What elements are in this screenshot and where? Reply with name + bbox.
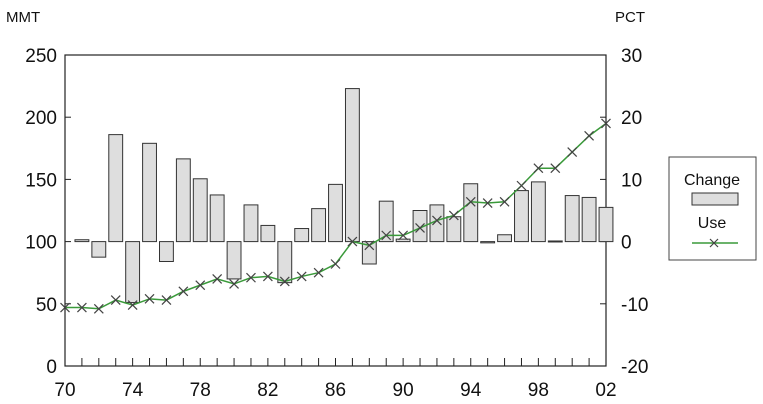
use-point xyxy=(448,210,459,221)
right-tick-label: 30 xyxy=(621,46,642,67)
legend-use-marker xyxy=(709,238,719,248)
change-bar xyxy=(530,181,546,243)
change-bar xyxy=(175,158,191,243)
use-point xyxy=(465,196,476,207)
legend-change-label: Change xyxy=(684,172,740,189)
use-point xyxy=(279,276,290,287)
left-tick-label: 150 xyxy=(25,170,57,191)
change-bar xyxy=(159,241,174,263)
use-point xyxy=(347,236,358,247)
use-point xyxy=(60,302,70,313)
use-point xyxy=(533,163,544,174)
right-axis: -20 -10 0 10 20 30 xyxy=(600,46,648,378)
change-bar xyxy=(142,142,157,243)
x-tick-label: 70 xyxy=(54,380,75,401)
right-tick-label: 10 xyxy=(621,170,642,191)
use-point xyxy=(76,302,87,313)
left-tick-label: 100 xyxy=(25,233,57,254)
left-axis-unit: MMT xyxy=(6,9,40,26)
change-bar xyxy=(564,195,580,243)
left-tick-label: 250 xyxy=(25,46,57,67)
use-point xyxy=(262,271,273,282)
use-point xyxy=(398,230,409,241)
right-tick-label: -20 xyxy=(621,357,648,378)
use-point xyxy=(127,300,138,310)
change-bar xyxy=(581,196,597,243)
change-bar xyxy=(547,240,563,243)
change-bar xyxy=(277,241,293,284)
x-axis: 70 74 78 82 86 90 94 98 02 xyxy=(54,358,617,401)
x-tick-label: 74 xyxy=(122,380,144,401)
left-tick-label: 0 xyxy=(46,357,57,378)
use-point xyxy=(516,180,527,191)
x-tick-label: 90 xyxy=(393,380,414,401)
x-tick-label: 94 xyxy=(460,380,482,401)
use-point xyxy=(246,272,256,283)
change-bar xyxy=(108,134,124,243)
change-bar xyxy=(311,208,327,243)
change-bar xyxy=(74,239,90,243)
use-point xyxy=(330,259,341,269)
change-bar xyxy=(328,183,343,243)
use-point xyxy=(229,278,239,289)
use-point xyxy=(482,198,493,208)
change-bar xyxy=(294,228,310,243)
use-point xyxy=(110,295,121,305)
change-bar xyxy=(598,206,614,243)
use-point xyxy=(364,240,375,251)
use-point xyxy=(296,271,307,282)
change-bar xyxy=(226,241,242,280)
change-bar xyxy=(344,88,360,243)
left-tick-label: 200 xyxy=(25,108,57,129)
change-bar xyxy=(463,183,479,243)
change-bar xyxy=(395,238,411,243)
use-point xyxy=(567,147,578,157)
change-bar xyxy=(243,204,259,243)
change-bar xyxy=(514,190,529,243)
change-bar xyxy=(412,210,428,243)
left-tick-label: 50 xyxy=(36,295,57,316)
use-point xyxy=(195,280,206,291)
x-tick-label: 02 xyxy=(595,380,616,401)
use-line xyxy=(60,118,611,314)
change-bar xyxy=(125,241,141,304)
right-axis-unit: PCT xyxy=(615,9,645,26)
change-bars xyxy=(74,88,614,304)
legend-change-swatch xyxy=(691,192,739,206)
use-point xyxy=(212,273,223,284)
left-axis: 0 50 100 150 200 250 xyxy=(25,46,71,378)
x-tick-label: 78 xyxy=(190,380,211,401)
change-bar xyxy=(497,234,512,243)
x-tick-label: 86 xyxy=(325,380,346,401)
use-point xyxy=(499,196,510,207)
legend: Change Use xyxy=(668,156,757,261)
x-tick-label: 98 xyxy=(528,380,549,401)
use-point xyxy=(432,215,442,226)
use-point xyxy=(178,286,189,297)
change-bar xyxy=(91,241,107,258)
change-bar xyxy=(361,241,377,265)
use-point xyxy=(93,303,104,314)
use-point xyxy=(550,163,561,174)
use-point xyxy=(415,222,425,233)
change-bar xyxy=(260,224,276,243)
x-tick-label: 82 xyxy=(257,380,278,401)
change-bar xyxy=(209,194,225,243)
use-point xyxy=(381,230,392,241)
use-point xyxy=(601,118,611,129)
right-tick-label: -10 xyxy=(621,295,648,316)
right-tick-label: 20 xyxy=(621,108,642,129)
use-point xyxy=(584,130,595,141)
change-bar xyxy=(480,241,496,244)
change-bar xyxy=(446,216,462,243)
use-point xyxy=(161,295,172,305)
change-bar xyxy=(192,178,208,243)
right-tick-label: 0 xyxy=(621,233,632,254)
legend-use-label: Use xyxy=(698,215,727,232)
use-point xyxy=(313,267,324,278)
use-point xyxy=(144,293,155,304)
